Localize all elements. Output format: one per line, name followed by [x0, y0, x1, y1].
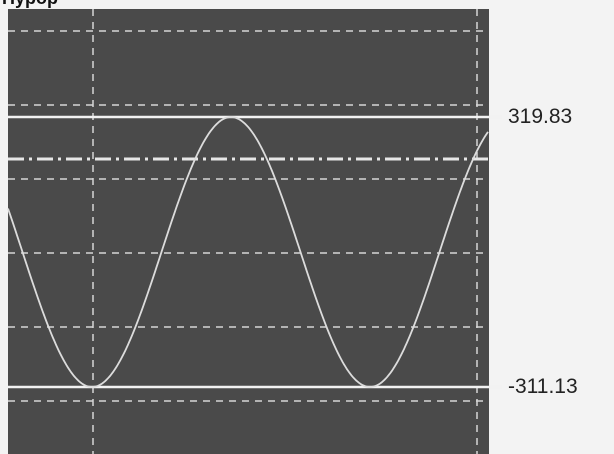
scope-screen [8, 9, 489, 454]
grid [8, 9, 489, 454]
upper-marker-label: 319.83 [508, 105, 573, 128]
waveform-trace [7, 116, 489, 388]
clipped-heading-text: Hypop [2, 0, 58, 9]
clipped-heading: Hypop [0, 0, 614, 9]
lower-marker-label: -311.13 [508, 375, 578, 398]
